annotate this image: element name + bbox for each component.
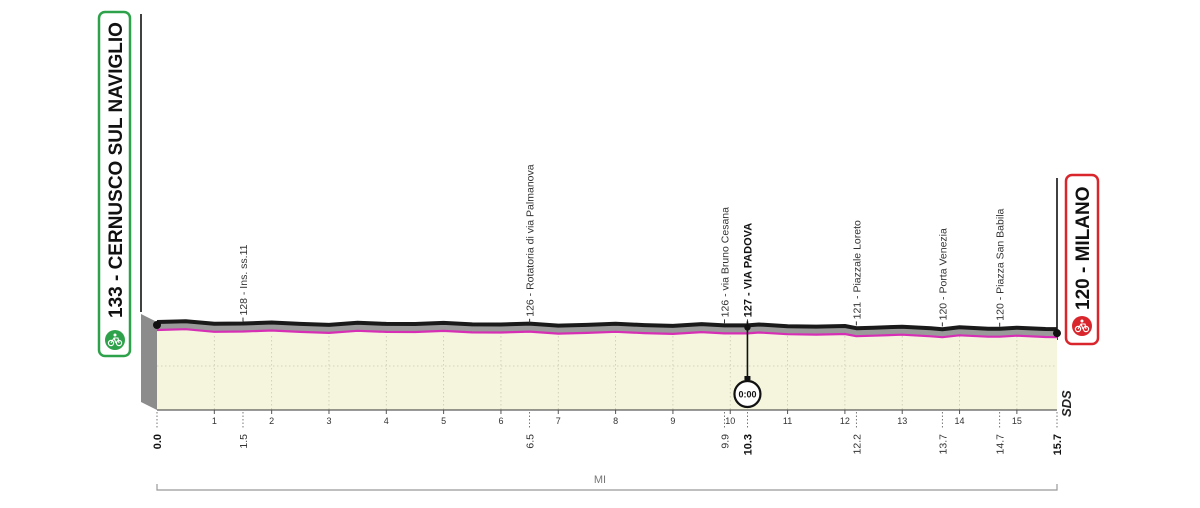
stopwatch-face: [733, 379, 762, 409]
stopwatch-icon: 0:00: [733, 376, 762, 409]
axis-tick-label: 11: [783, 416, 792, 426]
start-label-box: [97, 10, 132, 358]
distance-tick-label: 1.5: [238, 434, 250, 449]
waypoint-label: 120 - Piazza San Babila: [995, 208, 1007, 320]
axis-tick-label: 13: [897, 416, 907, 426]
finish-point: [1053, 329, 1061, 338]
axis-tick-label: 4: [384, 416, 389, 426]
x-axis: 1 2 3 4 5 6 7 8 9 10 11 12 13 14 150.0 1.5 6.5 9.9 10.3 12.…: [152, 409, 1064, 455]
distance-tick-label: 10.3: [742, 434, 754, 455]
distance-tick-label: 15.7: [1052, 434, 1064, 455]
profile-area-fill: [157, 329, 1057, 410]
bicycle-icon: [1072, 316, 1092, 336]
finish-label-text: 120 - MILANO: [1073, 186, 1094, 310]
finish-label-box: [1064, 173, 1100, 346]
axis-tick-label: 15: [1012, 416, 1022, 426]
axis-tick-label: 14: [955, 416, 965, 426]
distance-tick-label: 14.7: [995, 434, 1007, 455]
waypoint-label: 121 - Piazzale Loreto: [851, 220, 863, 319]
axis-tick-label: 2: [269, 416, 274, 426]
waypoint-label: 120 - Porta Venezia: [937, 228, 949, 320]
distance-tick-label: 9.9: [720, 434, 732, 449]
distance-tick-label: 13.7: [937, 434, 949, 455]
profile-left-face: [141, 314, 157, 410]
start-label: 133 - CERNUSCO SUL NAVIGLIO: [97, 10, 132, 358]
axis-tick-label: 8: [613, 416, 618, 426]
axis-tick-label: 1: [212, 416, 217, 426]
time-checkpoint: 0:00: [733, 321, 762, 409]
distance-scale: MI: [156, 474, 1058, 491]
waypoint-label: 126 - Rotatoria di via Palmanova: [525, 164, 537, 316]
distance-tick-label: 0.0: [152, 434, 164, 449]
axis-tick-label: 10: [725, 416, 735, 426]
axis-tick-label: 9: [670, 416, 675, 426]
finish-label: 120 - MILANO: [1064, 173, 1100, 346]
axis-tick-label: 3: [326, 416, 331, 426]
bicycle-icon: [105, 330, 125, 350]
stopwatch-crown: [744, 376, 751, 380]
axis-tick-label: 7: [556, 416, 561, 426]
axis-tick-label: 5: [441, 416, 446, 426]
waypoint-label: 128 - Ins. ss.11: [238, 244, 250, 315]
axis-tick-label: 6: [498, 416, 503, 426]
unit-label: MI: [594, 474, 606, 486]
scale-bracket: [156, 484, 1058, 491]
brand-logo: SDS: [1059, 390, 1074, 417]
profile-route-line: [156, 328, 1058, 339]
profile-area: [141, 314, 1058, 411]
waypoints: 128 - Ins. ss.11 126 - Rotatoria di via P…: [238, 164, 1007, 327]
waypoint-label: 126 - via Bruno Cesana: [720, 207, 732, 317]
checkpoint-time: 0:00: [738, 390, 756, 400]
distance-tick-label: 12.2: [851, 434, 863, 455]
start-point: [153, 321, 161, 329]
axis-tick-label: 12: [840, 416, 850, 426]
profile-line: [156, 319, 1058, 332]
start-label-text: 133 - CERNUSCO SUL NAVIGLIO: [106, 22, 127, 318]
profile-grid: [157, 336, 1057, 410]
waypoint-label: 127 - VIA PADOVA: [742, 223, 754, 318]
checkpoint-dot: [744, 324, 751, 331]
distance-tick-label: 6.5: [525, 434, 537, 449]
